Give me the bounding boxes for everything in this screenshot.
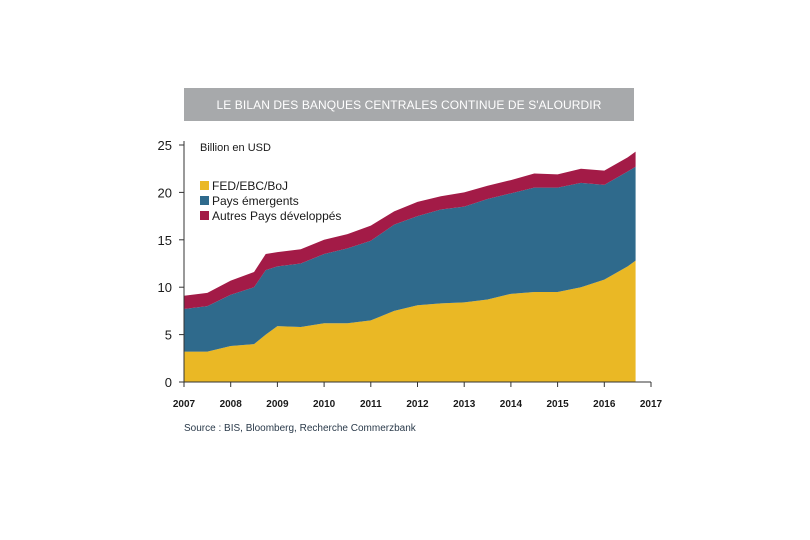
legend-swatch [200,181,209,190]
x-tick-label: 2013 [453,399,476,410]
legend-label: FED/EBC/BoJ [212,179,288,193]
x-tick-label: 2008 [220,399,243,410]
x-tick-label: 2010 [313,399,336,410]
legend-swatch [200,211,209,220]
area-autres-pays-d-velopp-s [184,151,636,310]
y-axis-label: Billion en USD [200,142,271,154]
x-tick-label: 2011 [360,399,382,410]
legend-label: Autres Pays développés [212,209,341,223]
x-tick-label: 2009 [266,399,289,410]
y-tick-label: 15 [158,233,172,248]
x-tick-label: 2007 [173,399,196,410]
y-tick-label: 0 [165,375,172,390]
legend-swatch [200,196,209,205]
x-tick-label: 2016 [593,399,616,410]
y-tick-label: 10 [158,280,172,295]
x-tick-label: 2014 [500,399,523,410]
area-fed-ebc-boj [184,260,636,382]
area-pays-mergents [184,166,636,352]
series-areas [184,151,636,382]
source-note: Source : BIS, Bloomberg, Recherche Comme… [184,423,416,434]
y-tick-label: 20 [158,185,172,200]
x-tick-label: 2012 [406,399,429,410]
x-tick-label: 2015 [546,399,569,410]
legend-label: Pays émergents [212,194,299,208]
y-tick-label: 5 [165,328,172,343]
chart-title: LE BILAN DES BANQUES CENTRALES CONTINUE … [184,88,634,121]
x-tick-label: 2017 [640,399,663,410]
axes: 0 5 10 15 20 25 2007 2008 2009 2010 2011 2012 2013 20… [158,138,663,410]
y-tick-label: 25 [158,138,172,153]
